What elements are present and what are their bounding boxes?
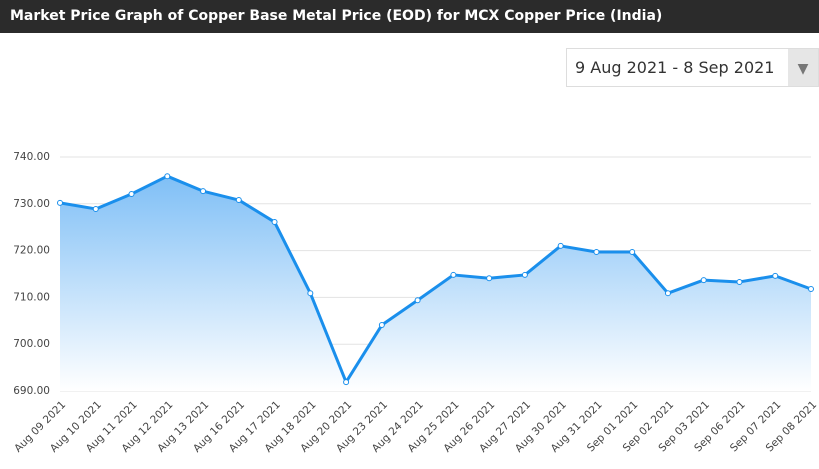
point <box>664 290 671 297</box>
point <box>593 249 600 256</box>
point <box>307 290 314 297</box>
point <box>808 285 814 292</box>
point <box>343 379 350 386</box>
date-picker[interactable]: 9 Aug 2021 - 8 Sep 2021 ▼ <box>566 48 819 87</box>
point <box>57 199 63 206</box>
y-tick-label: 710.00 <box>13 291 50 303</box>
dropdown-arrow[interactable]: ▼ <box>788 49 818 86</box>
point <box>629 249 636 256</box>
point <box>450 271 457 278</box>
area <box>60 176 811 391</box>
point <box>200 188 207 195</box>
point <box>736 278 743 285</box>
y-tick-label: 690.00 <box>13 385 50 397</box>
header-title: Market Price Graph of Copper Base Metal … <box>0 0 819 33</box>
y-tick-label: 700.00 <box>13 338 50 350</box>
point <box>700 277 707 284</box>
point <box>128 190 135 197</box>
point <box>92 205 99 212</box>
y-tick-label: 730.00 <box>13 198 50 210</box>
point <box>414 297 421 304</box>
point <box>486 275 493 282</box>
point <box>378 322 385 329</box>
date-range[interactable]: 9 Aug 2021 - 8 Sep 2021 <box>575 58 775 77</box>
point <box>772 272 779 279</box>
point <box>557 242 564 249</box>
point <box>164 173 171 180</box>
y-tick-label: 720.00 <box>13 245 50 257</box>
point <box>271 219 278 226</box>
point <box>235 197 242 204</box>
line <box>59 174 812 384</box>
y-tick-label: 740.00 <box>13 151 50 163</box>
point <box>521 271 528 278</box>
